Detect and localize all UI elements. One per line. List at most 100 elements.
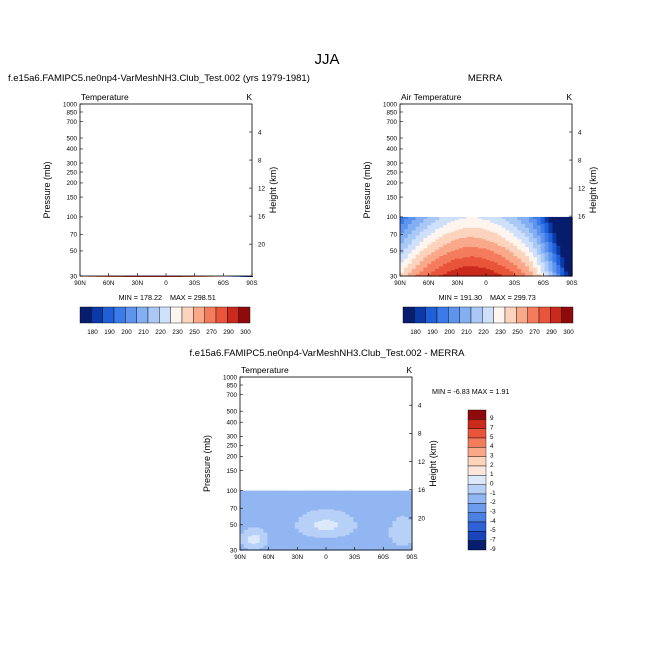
colorbar-swatch <box>80 307 91 323</box>
field-cell <box>459 217 464 219</box>
field-cell <box>486 217 491 219</box>
field-cell <box>490 217 495 219</box>
colorbar-label: 210 <box>461 329 472 336</box>
y2-tick-label: 12 <box>578 185 586 192</box>
y-tick-label: 500 <box>66 135 77 142</box>
y-tick-label: 500 <box>386 135 397 142</box>
field-cell <box>420 217 425 219</box>
x-tick-label: 0 <box>164 280 168 287</box>
contour-field <box>400 217 573 277</box>
y2-tick-label: 20 <box>258 241 266 248</box>
x-tick-label: 30S <box>509 280 520 287</box>
x-tick-label: 30S <box>189 280 200 287</box>
field-cell <box>525 217 530 219</box>
field-cell <box>533 217 538 219</box>
colorbar-swatch <box>148 307 159 323</box>
y-tick-label: 1000 <box>63 101 78 108</box>
y-tick-label: 100 <box>66 214 77 221</box>
min-label: MIN = 191.30 <box>439 293 482 302</box>
x-tick-label: 60N <box>423 280 435 287</box>
field-cell <box>412 217 417 219</box>
field-cell <box>498 217 503 219</box>
field-cell <box>545 217 550 219</box>
field-cell <box>517 217 522 219</box>
panel-diff: f.e15a6.FAMIPC5.ne0np4-VarMeshNH3.Club_T… <box>190 348 510 561</box>
y-tick-label: 250 <box>66 169 77 176</box>
figure-title: JJA <box>314 51 339 68</box>
y-tick-label: 150 <box>386 194 397 201</box>
colorbar-swatch <box>528 307 539 323</box>
colorbar-swatch <box>171 307 182 323</box>
x-tick-label: 60N <box>103 280 115 287</box>
colorbar-label: 230 <box>495 329 506 336</box>
y2-tick-label: 12 <box>258 185 266 192</box>
units-label: K <box>566 92 572 102</box>
y-axis-label: Pressure (mb) <box>42 161 52 218</box>
field-cell <box>552 217 557 219</box>
field-cell <box>466 217 471 219</box>
x-tick-label: 30N <box>132 280 144 287</box>
panels: f.e15a6.FAMIPC5.ne0np4-VarMeshNH3.Club_T… <box>8 73 598 561</box>
y-tick-label: 1000 <box>383 101 398 108</box>
panel-model: f.e15a6.FAMIPC5.ne0np4-VarMeshNH3.Club_T… <box>8 73 310 336</box>
colorbar-label: 190 <box>104 329 115 336</box>
field-cell <box>474 217 479 219</box>
field-cell <box>416 217 421 219</box>
colorbar-swatch <box>125 307 136 323</box>
field-cell <box>478 217 483 219</box>
field-cell <box>537 217 542 219</box>
x-tick-label: 90S <box>566 280 577 287</box>
field-cell <box>447 217 452 219</box>
y2-tick-label: 4 <box>578 129 582 136</box>
colorbar-swatch <box>448 307 459 323</box>
colorbar-swatch <box>550 307 561 323</box>
y-tick-label: 400 <box>66 146 77 153</box>
field-cell <box>482 217 487 219</box>
colorbar-label: 250 <box>189 329 200 336</box>
colorbar-label: 220 <box>478 329 489 336</box>
y-tick-label: 700 <box>66 119 77 126</box>
y-tick-label: 150 <box>66 194 77 201</box>
y-tick-label: 300 <box>66 160 77 167</box>
colorbar-swatch <box>182 307 193 323</box>
panel-title: f.e15a6.FAMIPC5.ne0np4-VarMeshNH3.Club_T… <box>8 73 310 84</box>
field-cell <box>502 217 507 219</box>
colorbar-swatch <box>437 307 448 323</box>
y-tick-label: 300 <box>386 160 397 167</box>
plot-frame <box>80 104 252 276</box>
field-cell <box>451 217 456 219</box>
x-tick-label: 90N <box>394 280 406 287</box>
units-label: K <box>246 92 252 102</box>
field-cell <box>549 217 554 219</box>
x-tick-label: 60S <box>538 280 549 287</box>
colorbar-swatch <box>471 307 482 323</box>
field-cell <box>439 217 444 219</box>
field-cell <box>408 217 413 219</box>
colorbar-swatch <box>91 307 102 323</box>
colorbar-swatch <box>539 307 550 323</box>
colorbar-label: 190 <box>427 329 438 336</box>
colorbar-label: 230 <box>172 329 183 336</box>
field-cell <box>509 217 514 219</box>
colorbar-swatch <box>103 307 114 323</box>
max-label: MAX = 298.51 <box>170 293 216 302</box>
field-cell <box>541 217 546 219</box>
colorbar-label: 200 <box>121 329 132 336</box>
field-cell <box>560 217 565 219</box>
y-tick-label: 100 <box>386 214 397 221</box>
colorbar-label: 220 <box>155 329 166 336</box>
y2-axis-label: Height (km) <box>588 167 598 214</box>
colorbar-swatch <box>494 307 505 323</box>
field-label: Air Temperature <box>401 92 462 102</box>
colorbar-swatch <box>216 307 227 323</box>
y2-axis-label: Height (km) <box>268 167 278 214</box>
panel-title: MERRA <box>468 73 503 84</box>
colorbar-swatch <box>114 307 125 323</box>
colorbar-label: 300 <box>240 329 251 336</box>
field-label: Temperature <box>81 92 129 102</box>
colorbar-label: 250 <box>512 329 523 336</box>
